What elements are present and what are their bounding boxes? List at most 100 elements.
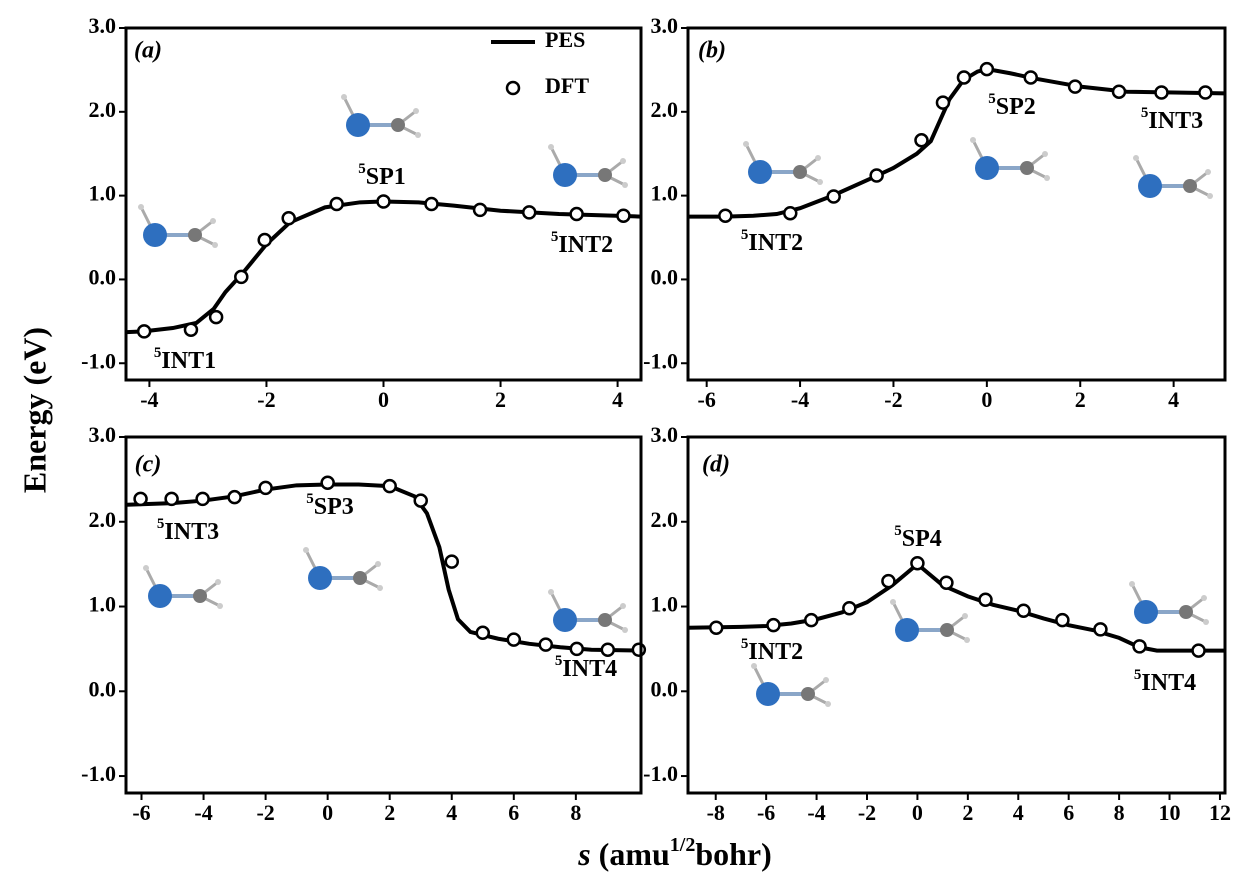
x-tick-label: 8 — [570, 800, 581, 825]
y-tick-label: 2.0 — [89, 507, 117, 532]
x-tick-label: 8 — [1114, 800, 1125, 825]
dft-point — [472, 202, 488, 218]
dft-point — [783, 205, 798, 221]
molecule — [749, 661, 833, 709]
annotation: 5SP4 — [894, 523, 942, 551]
y-tick-label: 2.0 — [651, 97, 679, 122]
dft-point — [718, 208, 733, 223]
y-tick-label: 2.0 — [89, 97, 117, 122]
legend-label: DFT — [545, 73, 589, 98]
y-tick-label: 3.0 — [89, 422, 117, 447]
dft-point — [1154, 85, 1169, 100]
dft-point — [195, 491, 210, 507]
annotation: 5INT4 — [1134, 667, 1196, 695]
dft-point — [538, 637, 554, 652]
dft-point — [521, 205, 537, 220]
annotation-text: INT2 — [558, 232, 613, 258]
dft-point — [708, 620, 724, 635]
molecule — [339, 92, 423, 140]
dft-point — [424, 196, 439, 212]
annotation-superscript: 5 — [306, 491, 314, 507]
y-tick-label: 3.0 — [651, 13, 679, 38]
annotation: 5INT1 — [154, 345, 216, 373]
annotation-superscript: 5 — [157, 516, 165, 532]
panel: -6 -4 -2 0 2 4-1.00.01.02.03.0(b)5SP2 5INT35IN… — [643, 13, 1227, 412]
molecule — [1127, 579, 1211, 627]
panel-label: (c) — [135, 452, 162, 478]
x-tick-label: 0 — [378, 387, 389, 412]
x-tick-label: 12 — [1209, 800, 1231, 825]
dft-point — [600, 642, 616, 658]
x-axis-label-exponent: 1/2 — [670, 834, 696, 856]
frame — [124, 435, 643, 795]
annotation-text: SP3 — [314, 494, 354, 520]
annotation-text: INT3 — [1148, 108, 1203, 134]
x-tick-label: 4 — [612, 387, 623, 412]
annotation-text: INT4 — [1141, 670, 1196, 696]
annotation-text: INT3 — [164, 519, 219, 545]
annotation-text: INT2 — [748, 230, 803, 256]
x-tick-label: -2 — [884, 387, 902, 412]
x-axis-label-unit: bohr) — [695, 836, 771, 872]
annotation: 5INT2 — [551, 229, 613, 257]
x-tick-label: -4 — [791, 387, 809, 412]
x-axis-label: s (amu1/2bohr) — [577, 834, 772, 873]
annotation-text: SP1 — [366, 164, 406, 190]
molecule — [141, 563, 225, 611]
y-tick-label: 0.0 — [651, 264, 679, 289]
annotation-superscript: 5 — [1134, 667, 1142, 683]
dft-point — [869, 168, 884, 183]
molecule — [136, 202, 220, 250]
x-tick-label: -8 — [707, 800, 725, 825]
annotation: 5SP1 — [358, 161, 406, 189]
dft-point — [413, 493, 428, 508]
x-tick-label: -4 — [140, 387, 158, 412]
dft-point — [569, 206, 584, 222]
dft-point — [234, 269, 249, 285]
dft-point — [1111, 84, 1127, 99]
x-tick-label: 2 — [495, 387, 506, 412]
annotation-text: INT2 — [748, 639, 803, 665]
y-tick-label: 1.0 — [89, 181, 117, 206]
dft-point — [842, 600, 857, 616]
x-tick-label: -2 — [257, 387, 275, 412]
y-tick-label: 0.0 — [89, 264, 117, 289]
molecule — [301, 545, 385, 593]
x-tick-label: 4 — [1013, 800, 1024, 825]
dft-point — [257, 232, 272, 248]
dft-point — [329, 196, 344, 212]
x-tick-label: -6 — [132, 800, 150, 825]
molecule — [546, 142, 630, 190]
dft-point — [978, 592, 993, 607]
x-tick-label: -6 — [698, 387, 716, 412]
dft-point — [826, 189, 841, 204]
annotation: 5SP3 — [306, 491, 354, 519]
y-tick-label: 1.0 — [651, 181, 679, 206]
dft-point — [1055, 612, 1070, 628]
annotation: 5INT3 — [1141, 105, 1203, 133]
dft-point — [208, 309, 224, 325]
dft-point — [1191, 643, 1206, 658]
x-tick-label: 0 — [981, 387, 992, 412]
dft-point — [164, 491, 179, 507]
annotation: 5INT3 — [157, 516, 219, 544]
annotation-superscript: 5 — [988, 91, 996, 107]
y-tick-label: 2.0 — [651, 507, 679, 532]
annotation-superscript: 5 — [741, 227, 749, 243]
pes-line — [688, 561, 1225, 653]
legend-label: PES — [545, 27, 585, 52]
annotation: 5INT2 — [741, 227, 803, 255]
dft-point — [935, 95, 951, 110]
y-tick-label: 3.0 — [89, 13, 117, 38]
frame — [686, 435, 1227, 795]
pes-line — [126, 199, 641, 335]
dft-point — [914, 133, 929, 148]
annotation-superscript: 5 — [741, 636, 749, 652]
y-tick-label: 0.0 — [651, 676, 679, 701]
x-tick-label: 6 — [1063, 800, 1074, 825]
panel-label: (d) — [702, 452, 730, 478]
x-tick-label: -6 — [757, 800, 775, 825]
dft-point — [881, 573, 896, 589]
y-tick-label: -1.0 — [643, 348, 678, 373]
annotation-superscript: 5 — [1141, 105, 1149, 121]
